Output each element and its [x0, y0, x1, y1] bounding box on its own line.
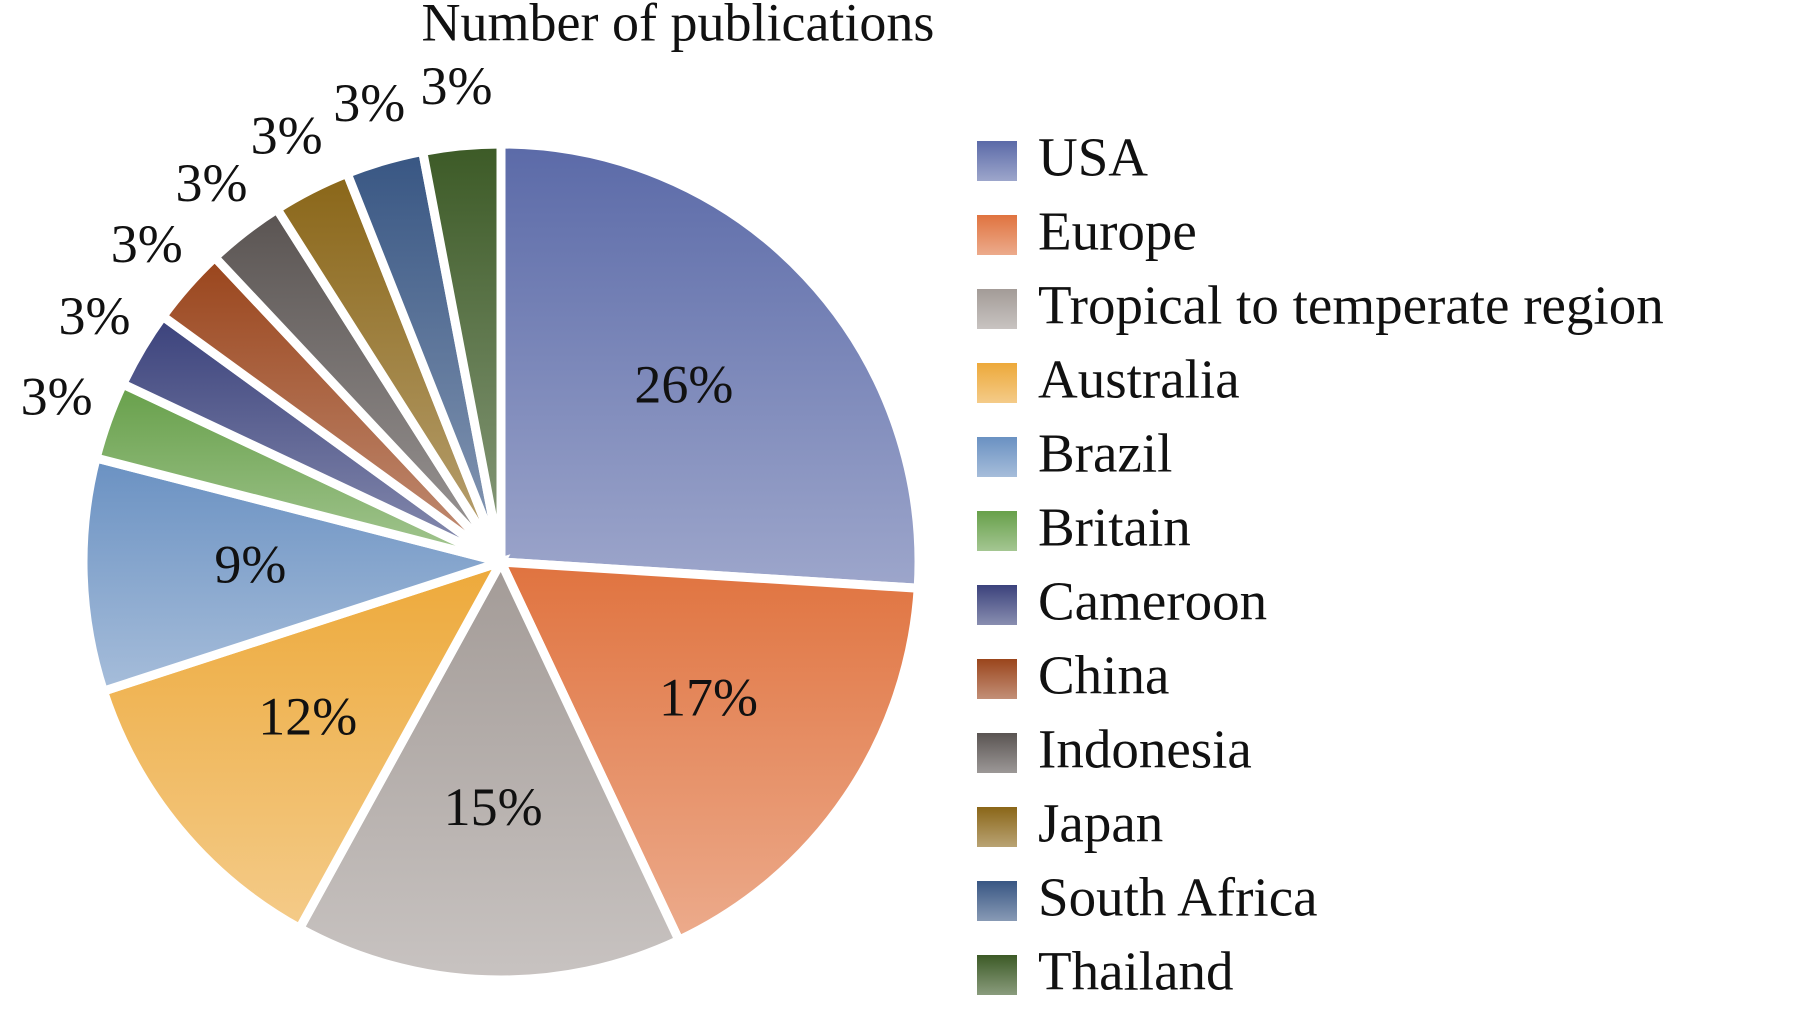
legend-swatch — [977, 437, 1017, 477]
legend-label: Britain — [1038, 497, 1191, 558]
data-label: 9% — [214, 534, 286, 594]
legend-swatch — [977, 363, 1017, 403]
legend-swatch — [977, 511, 1017, 551]
legend-swatch — [977, 881, 1017, 921]
legend-swatch — [977, 733, 1017, 773]
data-label: 3% — [21, 366, 93, 426]
legend-label: Europe — [1038, 201, 1197, 262]
legend-label: USA — [1038, 127, 1148, 188]
legend-swatch — [977, 141, 1017, 181]
pie-slice — [493, 557, 923, 947]
data-label: 17% — [659, 667, 758, 727]
data-label: 3% — [421, 56, 493, 116]
legend-swatch — [977, 215, 1017, 255]
data-label: 3% — [251, 106, 323, 166]
legend-swatch — [977, 585, 1017, 625]
chart-title: Number of publications — [422, 0, 935, 52]
legend-label: China — [1038, 645, 1169, 706]
legend-label: Tropical to temperate region — [1038, 275, 1664, 336]
legend-swatch — [977, 659, 1017, 699]
legend-label: Thailand — [1038, 941, 1233, 1002]
data-label: 26% — [634, 355, 733, 415]
legend-swatch — [977, 807, 1017, 847]
legend-label: Indonesia — [1038, 719, 1252, 780]
pie-slice — [97, 554, 511, 935]
legend-label: Brazil — [1038, 423, 1172, 484]
legend-swatch — [977, 289, 1017, 329]
data-label: 15% — [444, 777, 543, 837]
legend-label: South Africa — [1038, 867, 1318, 928]
data-label: 12% — [258, 686, 357, 746]
legend-swatch — [977, 955, 1017, 995]
legend-label: Cameroon — [1038, 571, 1267, 632]
pie-slice — [78, 452, 518, 697]
data-label: 3% — [111, 214, 183, 274]
pie-slice — [293, 552, 685, 985]
data-label: 3% — [58, 286, 130, 346]
data-label: 3% — [333, 73, 405, 133]
legend-label: Japan — [1038, 793, 1163, 854]
pie-slice — [417, 139, 506, 563]
data-label: 3% — [176, 153, 248, 213]
legend-label: Australia — [1038, 349, 1240, 410]
pie-slice — [496, 139, 924, 594]
